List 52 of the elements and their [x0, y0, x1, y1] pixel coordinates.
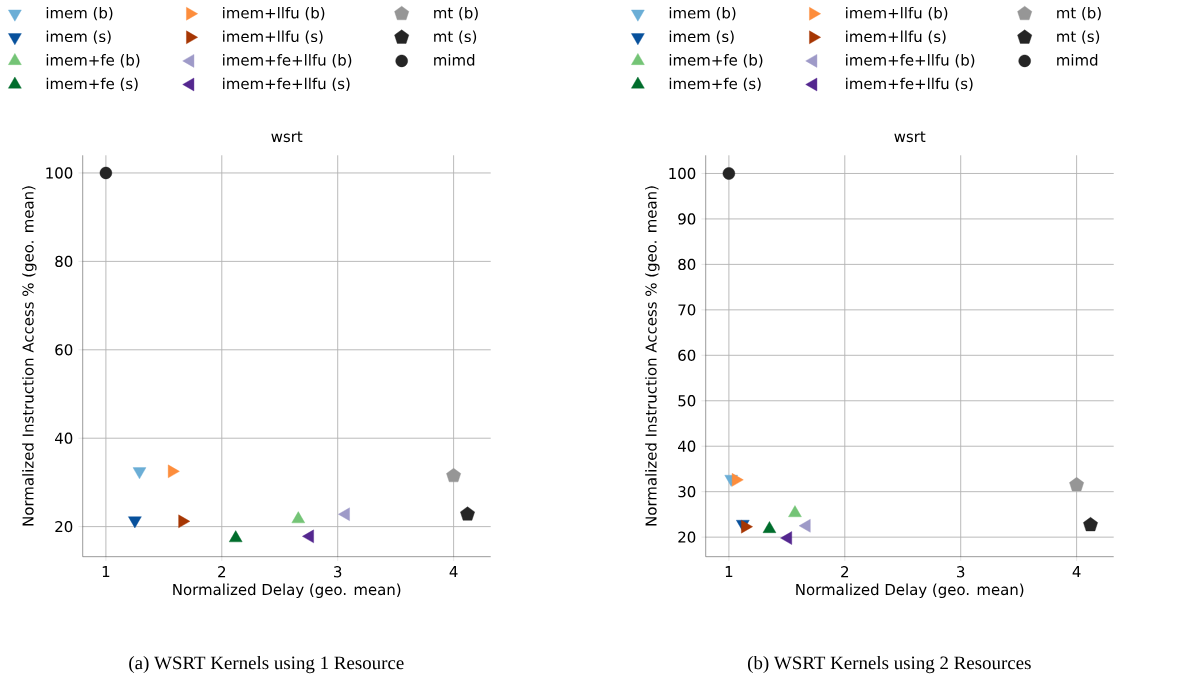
legend-label: imem+fe+llfu (b)	[223, 54, 352, 68]
legend-label: mt (s)	[1057, 30, 1100, 44]
x-tick-label: 4	[449, 566, 458, 578]
legend-label: imem+llfu (s)	[223, 30, 323, 44]
legend-label: imem+fe (b)	[669, 54, 763, 68]
legend-label: mt (b)	[1057, 6, 1101, 21]
legend-label: imem (s)	[669, 30, 734, 44]
x-tick-label: 4	[1072, 566, 1081, 578]
legend-label: imem+llfu (s)	[846, 30, 946, 44]
x-tick-label: 1	[102, 566, 110, 578]
legend-label: imem+fe (b)	[46, 54, 140, 68]
legend-label: imem+fe+llfu (b)	[846, 54, 975, 68]
legend-label: imem+fe (s)	[46, 77, 138, 91]
x-tick-label: 1	[725, 566, 733, 578]
y-tick-label: 90	[678, 213, 696, 225]
x-tick-label: 3	[334, 566, 342, 578]
y-axis-title: Normalized Instruction Access % (geo. mean)	[645, 186, 660, 526]
text: (a) WSRT Kernels using 1 Resource	[129, 655, 404, 674]
x-axis-title: Normalized Delay (geo. mean)	[796, 583, 1024, 599]
legend-label: imem+fe+llfu (s)	[223, 77, 350, 91]
legend-label: imem+llfu (b)	[846, 6, 948, 21]
y-tick-label: 40	[54, 432, 73, 444]
y-tick-label: 60	[55, 344, 73, 356]
y-tick-label: 80	[55, 255, 73, 268]
y-tick-label: 30	[678, 486, 696, 498]
legend-label: imem+fe+llfu (s)	[846, 77, 973, 92]
y-axis-title: Normalized Instruction Access % (geo. mean)	[22, 186, 37, 526]
chart-title: wsrt	[894, 131, 926, 143]
legend-label: mimd	[1057, 54, 1098, 66]
legend-label: mt (b)	[434, 6, 478, 21]
legend-label: mt (s)	[434, 30, 477, 44]
y-tick-label: 40	[678, 440, 696, 452]
x-tick-label: 2	[841, 566, 849, 578]
legend-label: mimd	[434, 54, 475, 66]
y-tick-label: 20	[55, 520, 73, 533]
legend-label: imem (b)	[669, 6, 736, 21]
chart-title: wsrt	[271, 131, 303, 143]
y-tick-label: 60	[678, 349, 696, 361]
y-tick-label: 100	[46, 167, 73, 179]
x-tick-label: 3	[957, 566, 965, 578]
x-tick-label: 2	[218, 566, 226, 578]
legend-label: imem (b)	[46, 6, 113, 21]
y-tick-label: 70	[678, 304, 696, 316]
y-tick-label: 80	[678, 258, 696, 271]
text: (b) WSRT Kernels using 2 Resources	[747, 655, 1031, 674]
y-tick-label: 100	[669, 167, 696, 180]
y-tick-label: 20	[678, 531, 696, 543]
legend-label: imem+fe (s)	[669, 77, 761, 92]
y-tick-label: 50	[678, 395, 696, 407]
legend-label: imem+llfu (b)	[223, 6, 325, 21]
x-axis-title: Normalized Delay (geo. mean)	[173, 583, 401, 599]
legend-label: imem (s)	[46, 30, 111, 44]
